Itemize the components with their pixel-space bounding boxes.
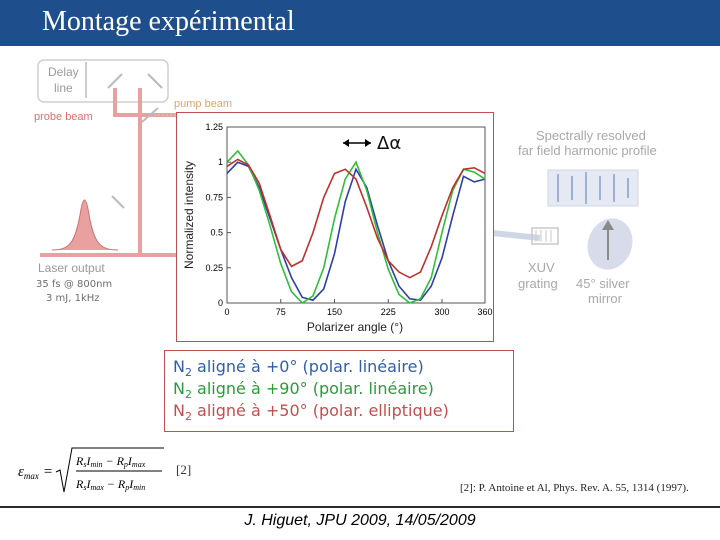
delay-mirror-2	[147, 73, 163, 89]
probe-beam-label: probe beam	[34, 111, 93, 123]
delta-alpha-annotation: Δα	[343, 133, 401, 154]
silver-mirror-icon	[587, 218, 633, 270]
mirror-lower	[111, 195, 125, 209]
harmonic-lines	[557, 172, 629, 204]
legend-sub: 2	[184, 410, 192, 424]
y-axis-label: Normalized intensity	[182, 161, 196, 269]
silver-mirror-label-1: 45° silver	[576, 276, 630, 291]
beamsplitter	[141, 107, 159, 123]
legend-line-2: N2 aligné à +90° (polar. linéaire)	[173, 379, 434, 405]
y-tick-label: 0.5	[210, 228, 223, 238]
harmonic-profile-image	[547, 169, 639, 207]
legend-pre: N	[173, 357, 185, 376]
x-tick-label: 75	[276, 307, 286, 317]
slide-title: Montage expérimental	[42, 6, 295, 37]
legend-line-1: N2 aligné à +0° (polar. linéaire)	[173, 357, 424, 383]
y-tick-label: 1.25	[205, 122, 223, 132]
intensity-chart: 0 0.25 0.5 0.75 1 1.25 0 75 150 225 300 360 Normal…	[182, 122, 493, 334]
legend-post: aligné à +50° (polar. elliptique)	[191, 401, 449, 420]
x-tick-label: 225	[381, 307, 396, 317]
legend-pre: N	[173, 401, 185, 420]
delay-line-box	[37, 59, 169, 103]
title-bar: Montage expérimental	[0, 0, 720, 46]
x-axis-label: Polarizer angle (°)	[307, 320, 403, 334]
xuv-grating-label-2: grating	[518, 276, 558, 291]
citation: [2]: P. Antoine et Al, Phys. Rev. A. 55,…	[460, 482, 689, 494]
x-tick-label: 0	[224, 307, 229, 317]
pump-beam-label: pump beam	[174, 98, 232, 110]
laser-pulse-shape	[51, 199, 119, 251]
series-line-1	[226, 161, 486, 302]
x-tick-label: 360	[477, 307, 492, 317]
grating-icon	[531, 227, 559, 245]
formula-eq: =	[43, 464, 53, 480]
svg-text:εmax=: εmax =	[18, 464, 53, 481]
x-ticks: 0 75 150 225 300 360	[224, 299, 493, 317]
legend-post: aligné à +90° (polar. linéaire)	[191, 379, 434, 398]
series-line-3	[226, 158, 486, 279]
laser-output-label: Laser output	[38, 261, 105, 275]
formula-denominator: RsImax − RpImin	[75, 477, 145, 492]
xuv-beam	[491, 230, 541, 241]
formula-numerator: RsImin − RpImax	[75, 454, 146, 469]
chart-frame: 0 0.25 0.5 0.75 1 1.25 0 75 150 225 300 360 Normal…	[176, 112, 494, 342]
x-tick-label: 150	[327, 307, 342, 317]
y-tick-label: 0.25	[205, 263, 223, 273]
x-tick-label: 300	[434, 307, 449, 317]
y-ticks: 0 0.25 0.5 0.75 1 1.25	[205, 122, 231, 308]
y-tick-label: 0	[218, 298, 223, 308]
spectral-label-2: far field harmonic profile	[518, 143, 657, 158]
legend-box: N2 aligné à +0° (polar. linéaire) N2 ali…	[164, 350, 514, 432]
laser-params-1: 35 fs @ 800nm	[36, 279, 112, 290]
sqrt-sign	[55, 447, 164, 493]
reference-tag: [2]	[176, 462, 192, 477]
footer-rule	[0, 506, 720, 508]
y-tick-label: 0.75	[205, 192, 223, 202]
spectral-label-1: Spectrally resolved	[536, 128, 646, 143]
legend-sub: 2	[184, 366, 192, 380]
delta-alpha-label: Δα	[377, 133, 401, 154]
legend-line-3: N2 aligné à +50° (polar. elliptique)	[173, 401, 449, 427]
delay-line-label-1: Delay	[48, 65, 79, 79]
legend-pre: N	[173, 379, 185, 398]
series-line-2	[226, 149, 486, 305]
y-tick-label: 1	[218, 157, 223, 167]
legend-post: aligné à +0° (polar. linéaire)	[191, 357, 424, 376]
delay-line-label-2: line	[54, 81, 73, 95]
xuv-grating-label-1: XUV	[528, 260, 555, 275]
formula-lhs: ε	[18, 464, 24, 480]
setup-diagram: Delay line probe beam pump beam Laser ou…	[34, 59, 657, 306]
delay-mirror-1	[107, 73, 123, 89]
epsilon-max-formula: εmax = RsImin − RpImax RsImax − RpImin	[18, 447, 164, 493]
series-group	[226, 149, 486, 305]
legend-sub: 2	[184, 388, 192, 402]
silver-mirror-label-2: mirror	[588, 291, 623, 306]
formula-lhs-sub: max	[24, 471, 39, 481]
laser-params-2: 3 mJ, 1kHz	[46, 293, 100, 304]
footer: J. Higuet, JPU 2009, 14/05/2009	[244, 512, 476, 529]
